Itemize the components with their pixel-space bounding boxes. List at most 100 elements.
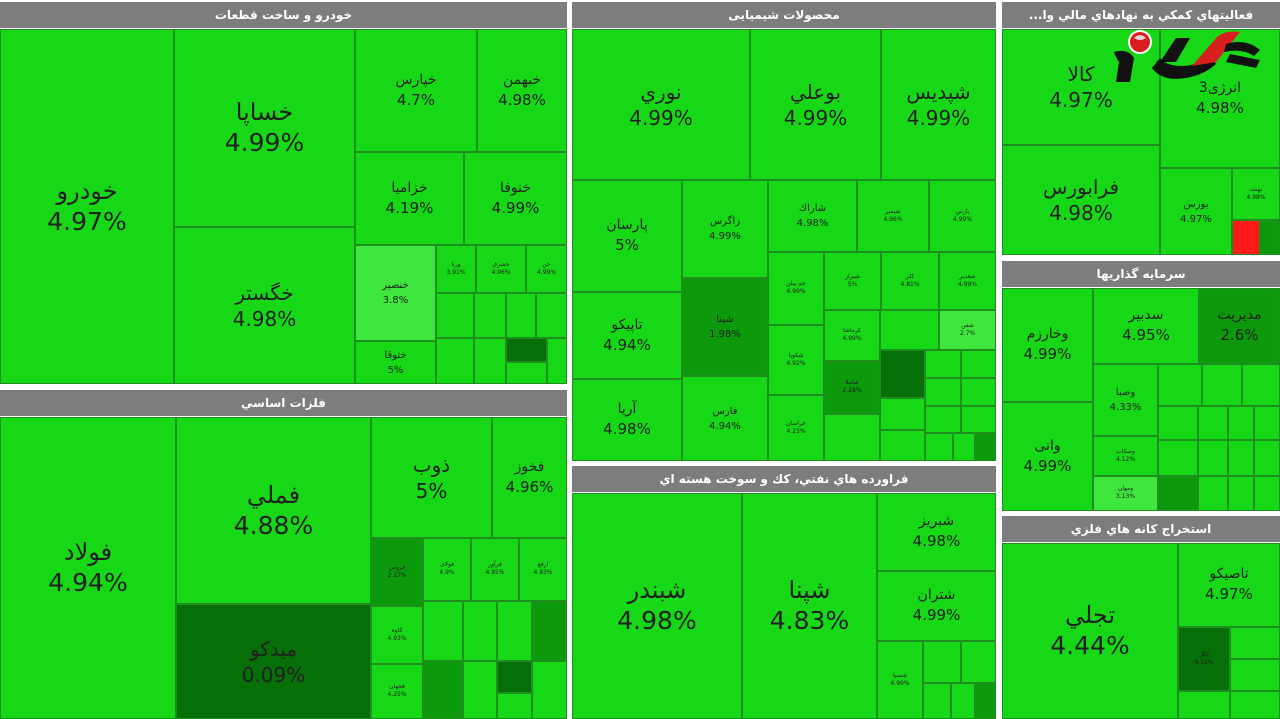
stock-tile[interactable]: فجهان 4.25% [371,664,423,719]
stock-tile[interactable] [1158,406,1198,440]
stock-tile[interactable]: خشرق 4.96% [476,245,526,293]
stock-tile[interactable]: فخوز 4.96% [492,417,567,538]
stock-tile[interactable] [497,601,532,661]
stock-tile[interactable] [474,338,506,384]
stock-tile[interactable] [506,338,547,362]
stock-tile[interactable] [1198,476,1228,511]
stock-tile[interactable]: فرابورس 4.98% [1002,145,1160,255]
stock-tile[interactable] [880,398,925,430]
stock-tile[interactable]: ختوقا 5% [355,341,436,384]
stock-tile[interactable]: خن 4.99% [526,245,567,293]
stock-tile[interactable] [961,641,996,683]
stock-tile[interactable]: خودرو 4.97% [0,29,174,384]
stock-tile[interactable]: تاصیکو 4.97% [1178,543,1280,627]
stock-tile[interactable]: وخارزم 4.99% [1002,288,1093,402]
stock-tile[interactable]: پارسان 5% [572,180,682,292]
stock-tile[interactable]: شپنا 1.98% [682,278,768,376]
stock-tile[interactable] [961,378,996,406]
stock-tile[interactable] [925,433,953,461]
stock-tile[interactable]: تجلي 4.44% [1002,543,1178,719]
stock-tile[interactable]: خنوفا 4.99% [464,152,567,245]
stock-tile[interactable] [925,350,961,378]
stock-tile[interactable]: فملي 4.88% [176,417,371,604]
stock-tile[interactable]: شیراز 5% [824,252,881,310]
stock-tile[interactable] [1230,627,1280,659]
stock-tile[interactable] [925,406,961,433]
stock-tile[interactable]: کرماشا 4.99% [824,310,880,361]
stock-tile[interactable] [547,338,567,384]
stock-tile[interactable]: پارس 4.99% [929,180,996,252]
stock-tile[interactable] [1158,364,1202,406]
stock-tile[interactable] [423,601,463,661]
stock-tile[interactable] [423,661,463,719]
stock-tile[interactable]: شسپا 4.99% [877,641,923,719]
stock-tile[interactable] [463,601,497,661]
stock-tile[interactable]: خزامیا 4.19% [355,152,464,245]
stock-tile[interactable]: فولای 4.9% [423,538,471,601]
stock-tile[interactable]: جم پیلن 4.99% [768,252,824,325]
stock-tile[interactable]: خساپا 4.99% [174,29,355,227]
stock-tile[interactable] [824,414,880,461]
stock-tile[interactable]: کلر 4.81% [881,252,939,310]
stock-tile[interactable] [880,350,925,398]
stock-tile[interactable]: شتران 4.99% [877,571,996,641]
stock-tile[interactable]: شغدیر 4.99% [939,252,996,310]
stock-tile[interactable]: شبندر 4.98% [572,493,742,719]
stock-tile[interactable] [880,430,925,461]
stock-tile[interactable]: مدیریت 2.6% [1199,288,1280,364]
stock-tile[interactable]: زاگرس 4.99% [682,180,768,278]
stock-tile[interactable]: کگل 4.11% [1178,627,1230,691]
stock-tile[interactable] [463,661,497,719]
stock-tile[interactable] [1178,691,1230,719]
stock-tile[interactable]: شکوپا 4.92% [768,325,824,395]
stock-tile[interactable]: شپدیس 4.99% [881,29,996,180]
stock-tile[interactable] [1228,440,1254,476]
stock-tile[interactable]: خگستر 4.98% [174,227,355,384]
stock-tile[interactable] [961,350,996,378]
stock-tile[interactable] [1242,364,1280,406]
stock-tile[interactable] [951,683,975,719]
stock-tile[interactable] [1228,406,1254,440]
stock-tile[interactable]: فارس 4.94% [682,376,768,461]
stock-tile[interactable]: میدكو 0.09% [176,604,371,719]
stock-tile[interactable] [1198,440,1228,476]
stock-tile[interactable]: شپنا 4.83% [742,493,877,719]
stock-tile[interactable] [1198,406,1228,440]
stock-tile[interactable] [1254,406,1280,440]
stock-tile[interactable] [1232,220,1260,255]
stock-tile[interactable]: ورنا 3.91% [436,245,476,293]
stock-tile[interactable] [436,293,474,338]
stock-tile[interactable] [925,378,961,406]
stock-tile[interactable] [1254,476,1280,511]
stock-tile[interactable]: خبهمن 4.98% [477,29,567,152]
stock-tile[interactable]: شفن 2.7% [939,310,996,350]
stock-tile[interactable] [536,293,567,338]
stock-tile[interactable]: آریا 4.98% [572,379,682,461]
stock-tile[interactable]: وانی 4.99% [1002,402,1093,511]
stock-tile[interactable] [1260,220,1280,255]
stock-tile[interactable] [506,293,536,338]
stock-tile[interactable]: خراسان 4.23% [768,395,824,461]
stock-tile[interactable]: نوري 4.99% [572,29,750,180]
stock-tile[interactable] [975,683,996,719]
stock-tile[interactable]: سدبیر 4.95% [1093,288,1199,364]
stock-tile[interactable] [975,433,996,461]
stock-tile[interactable]: نهنت 4.98% [1232,168,1280,220]
stock-tile[interactable] [1158,476,1198,511]
stock-tile[interactable]: ذوب 5% [371,417,492,538]
stock-tile[interactable]: بوعلي 4.99% [750,29,881,180]
stock-tile[interactable]: بورس 4.97% [1160,168,1232,255]
stock-tile[interactable]: تاپیکو 4.94% [572,292,682,379]
stock-tile[interactable] [532,601,567,661]
stock-tile[interactable]: ارفع 4.93% [519,538,567,601]
stock-tile[interactable] [1254,440,1280,476]
stock-tile[interactable]: فرآور 4.95% [471,538,519,601]
stock-tile[interactable]: خپارس 4.7% [355,29,477,152]
stock-tile[interactable] [1202,364,1242,406]
stock-tile[interactable] [1230,691,1280,719]
stock-tile[interactable] [1228,476,1254,511]
stock-tile[interactable] [961,406,996,433]
stock-tile[interactable]: فولاد 4.94% [0,417,176,719]
stock-tile[interactable]: خنصیر 3.8% [355,245,436,341]
stock-tile[interactable]: فروس 2.17% [371,538,423,606]
